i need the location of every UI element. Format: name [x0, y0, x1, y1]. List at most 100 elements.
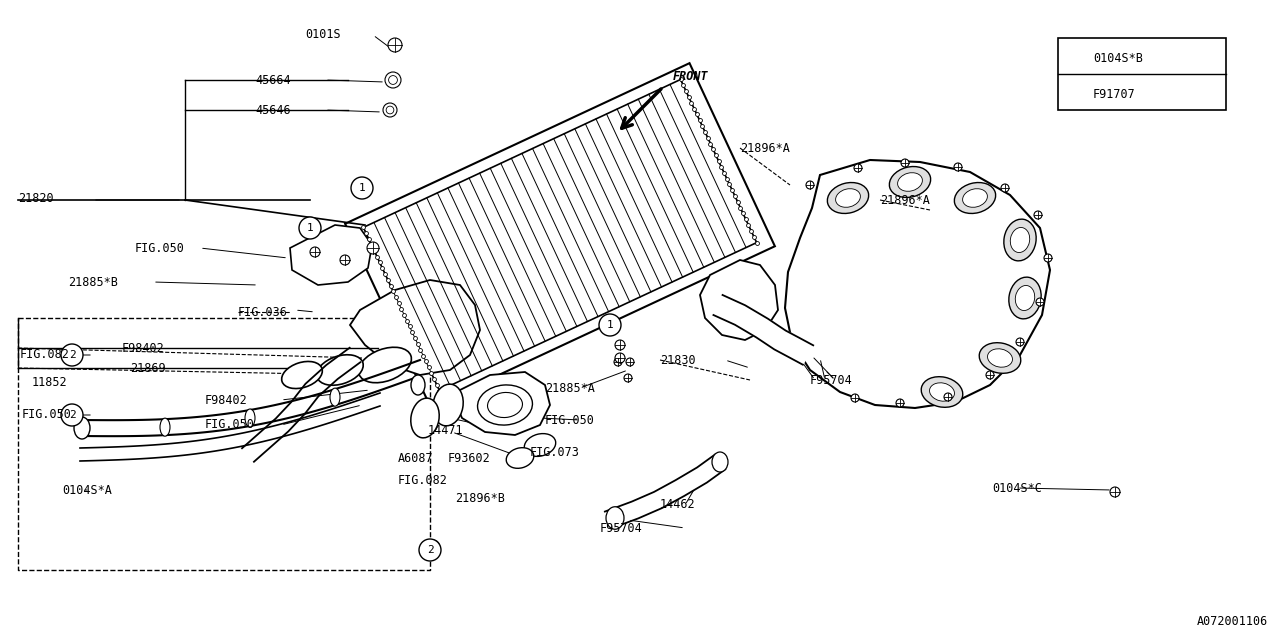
Text: 2: 2: [69, 410, 76, 420]
Ellipse shape: [836, 189, 860, 207]
Text: 2: 2: [426, 545, 434, 555]
Circle shape: [310, 247, 320, 257]
Polygon shape: [713, 295, 813, 365]
Ellipse shape: [897, 173, 923, 191]
Circle shape: [625, 374, 632, 382]
Ellipse shape: [67, 407, 81, 423]
Circle shape: [389, 76, 397, 84]
Circle shape: [367, 242, 379, 254]
Ellipse shape: [988, 349, 1012, 367]
Ellipse shape: [963, 189, 987, 207]
Text: 45646: 45646: [255, 104, 291, 116]
Ellipse shape: [955, 182, 996, 214]
Polygon shape: [454, 372, 550, 435]
Circle shape: [61, 404, 83, 426]
Circle shape: [945, 393, 952, 401]
Bar: [1059, 38, 1226, 110]
Ellipse shape: [488, 392, 522, 417]
Circle shape: [305, 223, 315, 233]
Circle shape: [300, 217, 321, 239]
Ellipse shape: [827, 182, 869, 214]
Ellipse shape: [922, 377, 963, 407]
Text: 45664: 45664: [255, 74, 291, 86]
Circle shape: [614, 340, 625, 350]
Circle shape: [388, 38, 402, 52]
Polygon shape: [605, 454, 726, 529]
Circle shape: [1001, 184, 1009, 192]
Text: 2: 2: [69, 350, 76, 360]
Circle shape: [385, 72, 401, 88]
Text: 1: 1: [1073, 53, 1079, 63]
Ellipse shape: [1009, 277, 1041, 319]
Polygon shape: [349, 280, 480, 375]
Circle shape: [419, 539, 442, 561]
Text: 0101S: 0101S: [305, 29, 340, 42]
Text: 21869: 21869: [131, 362, 165, 374]
Polygon shape: [291, 225, 372, 285]
Text: 21885*B: 21885*B: [68, 275, 118, 289]
Ellipse shape: [67, 347, 81, 363]
Circle shape: [1044, 254, 1052, 262]
Circle shape: [1036, 298, 1044, 306]
Ellipse shape: [1015, 285, 1034, 310]
Text: F95704: F95704: [600, 522, 643, 534]
Text: 0104S*C: 0104S*C: [992, 481, 1042, 495]
Ellipse shape: [316, 355, 364, 385]
Ellipse shape: [244, 409, 255, 427]
Text: F93602: F93602: [448, 451, 490, 465]
Text: 1: 1: [358, 183, 365, 193]
Circle shape: [614, 353, 625, 363]
Text: F98402: F98402: [205, 394, 248, 406]
Text: FIG.082: FIG.082: [20, 349, 70, 362]
Circle shape: [383, 103, 397, 117]
Circle shape: [340, 255, 349, 265]
Text: A6087: A6087: [398, 451, 434, 465]
Text: FIG.073: FIG.073: [530, 447, 580, 460]
Text: 21885*A: 21885*A: [545, 381, 595, 394]
Ellipse shape: [426, 540, 440, 556]
Circle shape: [854, 164, 861, 172]
Circle shape: [614, 358, 622, 366]
Ellipse shape: [411, 398, 439, 438]
Ellipse shape: [1004, 219, 1037, 261]
Ellipse shape: [1010, 227, 1029, 253]
Polygon shape: [242, 348, 361, 461]
Text: 0104S*B: 0104S*B: [1093, 51, 1143, 65]
Text: FIG.050: FIG.050: [205, 419, 255, 431]
Text: FIG.050: FIG.050: [134, 241, 184, 255]
Text: 1: 1: [607, 320, 613, 330]
Circle shape: [901, 159, 909, 167]
Ellipse shape: [979, 342, 1020, 373]
Ellipse shape: [411, 375, 425, 395]
Text: 14462: 14462: [660, 499, 695, 511]
Circle shape: [1016, 338, 1024, 346]
Circle shape: [851, 394, 859, 402]
Ellipse shape: [358, 348, 411, 383]
Text: F91707: F91707: [1093, 88, 1135, 100]
Circle shape: [896, 399, 904, 407]
Text: 1: 1: [307, 223, 314, 233]
Circle shape: [351, 177, 372, 199]
Text: FIG.050: FIG.050: [545, 413, 595, 426]
Text: 21830: 21830: [660, 353, 695, 367]
Circle shape: [806, 181, 814, 189]
Circle shape: [387, 106, 394, 114]
Ellipse shape: [433, 384, 463, 426]
Text: FIG.082: FIG.082: [398, 474, 448, 486]
Ellipse shape: [929, 383, 955, 401]
Circle shape: [61, 344, 83, 366]
Ellipse shape: [890, 166, 931, 198]
Text: 21896*A: 21896*A: [740, 141, 790, 154]
Ellipse shape: [605, 507, 625, 529]
Text: 2: 2: [1073, 89, 1079, 99]
Ellipse shape: [282, 362, 323, 388]
Circle shape: [986, 371, 995, 379]
Text: F95704: F95704: [810, 374, 852, 387]
Polygon shape: [700, 260, 778, 340]
Circle shape: [1066, 48, 1085, 68]
Text: 21820: 21820: [18, 191, 54, 205]
Circle shape: [954, 163, 963, 171]
Ellipse shape: [74, 417, 90, 439]
Ellipse shape: [712, 452, 728, 472]
Circle shape: [1034, 211, 1042, 219]
